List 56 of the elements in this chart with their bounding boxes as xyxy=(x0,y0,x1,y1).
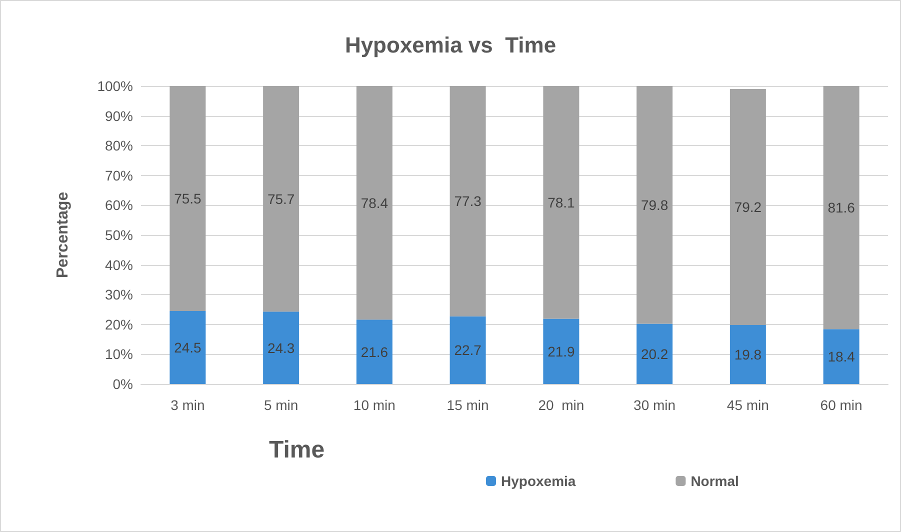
data-label: 21.6 xyxy=(360,344,388,360)
bar xyxy=(263,312,300,384)
data-label: 24.5 xyxy=(174,339,202,356)
data-label: 75.7 xyxy=(267,190,295,207)
y-tick-label: 100% xyxy=(97,78,133,94)
y-tick-label: 0% xyxy=(112,376,133,392)
chart-title: Hypoxemia vs Time xyxy=(344,32,556,58)
bar xyxy=(730,324,766,384)
data-label: 81.6 xyxy=(828,200,856,216)
data-label: 24.3 xyxy=(267,340,295,356)
y-tick-label: 20% xyxy=(104,316,133,332)
bar xyxy=(543,86,580,319)
y-tick-label: 70% xyxy=(104,167,133,184)
x-tick-label: 3 min xyxy=(170,397,205,413)
y-axis-title: Percentage xyxy=(54,192,72,278)
x-tick-label: 30 min xyxy=(634,397,676,413)
bar xyxy=(543,318,580,384)
bar xyxy=(823,86,860,330)
data-label: 78.4 xyxy=(360,194,388,211)
y-tick-label: 40% xyxy=(104,256,133,273)
x-tick-label: 5 min xyxy=(264,397,298,413)
x-tick-label: 20 min xyxy=(538,397,584,413)
legend-label: Hypoxemia xyxy=(501,473,576,489)
data-label: 18.4 xyxy=(828,348,856,365)
x-axis-title: Time xyxy=(269,436,325,464)
y-tick-label: 50% xyxy=(104,227,133,243)
bar xyxy=(636,324,673,384)
y-tick-label: 80% xyxy=(104,138,133,154)
legend-label: Normal xyxy=(690,473,739,489)
bar xyxy=(356,320,392,384)
data-label: 21.9 xyxy=(548,343,576,360)
data-label: 77.3 xyxy=(454,193,482,210)
data-label: 20.2 xyxy=(640,346,668,362)
data-label: 19.8 xyxy=(734,346,762,362)
data-label: 78.1 xyxy=(548,194,576,210)
bar xyxy=(170,310,206,384)
bar xyxy=(730,88,766,325)
data-label: 75.5 xyxy=(174,190,202,206)
x-tick-label: 45 min xyxy=(726,397,769,413)
bar xyxy=(636,86,673,324)
bar xyxy=(356,86,392,320)
bar xyxy=(170,86,206,311)
y-tick-label: 10% xyxy=(104,346,133,362)
bar xyxy=(450,316,486,384)
bar xyxy=(263,86,300,312)
x-tick-label: 60 min xyxy=(820,397,862,413)
y-tick-label: 30% xyxy=(104,286,133,303)
data-label: 79.2 xyxy=(734,198,762,215)
y-tick-label: 60% xyxy=(104,197,133,214)
y-tick-label: 90% xyxy=(104,108,133,124)
bar xyxy=(823,329,860,384)
data-label: 22.7 xyxy=(454,342,482,358)
x-tick-label: 10 min xyxy=(353,397,396,413)
bar xyxy=(450,86,486,316)
data-label: 79.8 xyxy=(640,196,668,213)
x-tick-label: 15 min xyxy=(446,397,489,413)
